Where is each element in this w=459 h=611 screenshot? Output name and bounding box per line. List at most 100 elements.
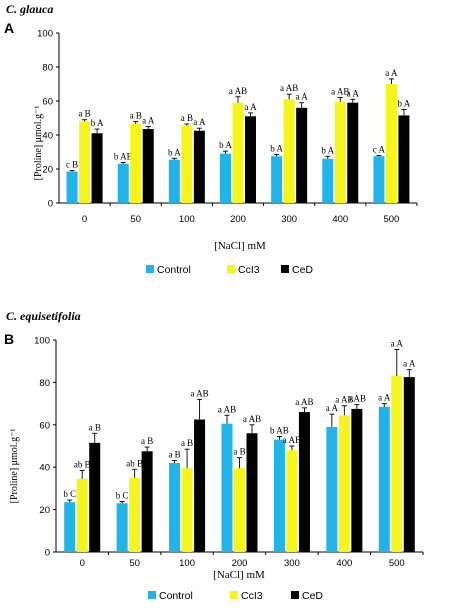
significance-label: a AB [190, 388, 208, 398]
bar-control [221, 423, 233, 552]
legend-label-control: Control [159, 590, 193, 602]
legend-swatch-ced [291, 591, 299, 599]
significance-label: a A [403, 359, 416, 369]
bar-ced [194, 419, 206, 552]
significance-label: b A [270, 144, 283, 154]
significance-label: a B [141, 436, 153, 446]
x-tick-label: 50 [129, 558, 140, 569]
bar-ced [298, 412, 310, 552]
significance-label: a A [244, 102, 257, 112]
bar-ced [142, 129, 154, 203]
x-tick-label: 500 [383, 214, 399, 225]
y-axis-label-b: [Proline] μmol.g⁻¹ [9, 429, 20, 504]
legend-label-control: Control [157, 264, 191, 276]
y-tick-label: 0 [48, 199, 53, 210]
bar-control [169, 462, 181, 552]
panel-label-a: A [4, 20, 14, 36]
bar-cci3 [286, 450, 298, 552]
significance-label: a A [326, 403, 339, 413]
x-axis-label-a: [NaCl] mM [214, 240, 266, 252]
significance-label: a B [181, 438, 193, 448]
significance-label: a B [181, 113, 193, 123]
x-tick-label: 200 [232, 558, 248, 569]
y-tick-label: 100 [37, 29, 53, 40]
bar-cci3 [129, 477, 141, 552]
x-tick-label: 400 [332, 214, 348, 225]
significance-label: a AB [283, 435, 301, 445]
bar-cci3 [181, 468, 193, 552]
y-tick-label: 60 [39, 420, 50, 431]
bar-ced [246, 433, 258, 552]
legend-label-cci3: CcI3 [241, 590, 263, 602]
bar-cci3 [391, 376, 403, 552]
significance-label: a B [168, 449, 180, 459]
legend-swatch-cci3 [230, 591, 238, 599]
significance-label: a A [347, 88, 360, 98]
x-tick-label: 300 [281, 214, 297, 225]
y-tick-label: 20 [42, 165, 53, 176]
significance-label: b C [116, 491, 129, 501]
bar-control [116, 503, 128, 552]
y-tick-label: 80 [42, 63, 53, 74]
bar-cci3 [385, 84, 397, 203]
bar-control [168, 159, 180, 203]
significance-label: a AB [348, 394, 366, 404]
significance-label: a A [142, 116, 155, 126]
bar-ced [296, 107, 308, 203]
bar-cci3 [334, 101, 346, 203]
bar-control [378, 406, 390, 552]
significance-label: a AB [218, 404, 236, 414]
x-tick-label: 300 [284, 558, 300, 569]
x-axis-label-b: [NaCl] mM [213, 569, 265, 581]
significance-label: b C [63, 489, 76, 499]
bar-control [117, 163, 129, 203]
significance-label: b A [321, 145, 334, 155]
bar-cci3 [130, 123, 142, 203]
bar-cci3 [338, 415, 350, 552]
chart-b: 0 20 40 60 80 100 0 b C ab B a B 50 b C ab B a B 100 a … [34, 336, 424, 569]
y-tick-label: 100 [34, 336, 50, 347]
bar-control [373, 156, 385, 203]
bar-ced [403, 377, 415, 552]
bar-cci3 [232, 102, 244, 203]
significance-label: a B [89, 422, 101, 432]
significance-label: a AB [229, 86, 247, 96]
significance-label: b A [219, 140, 232, 150]
panel-label-b: B [4, 331, 14, 347]
legend-swatch-ced [281, 265, 289, 273]
bar-control [273, 439, 285, 552]
bar-ced [89, 442, 101, 552]
bar-cci3 [234, 468, 245, 552]
x-tick-label: 50 [130, 214, 141, 225]
significance-label: c B [66, 160, 78, 170]
x-tick-label: 500 [389, 558, 405, 569]
significance-label: a AB [295, 397, 313, 407]
significance-label: ab B [74, 459, 91, 469]
bar-control [326, 426, 338, 552]
bar-control [271, 156, 283, 203]
x-tick-label: 0 [82, 214, 87, 225]
significance-label: a B [130, 110, 142, 120]
x-tick-label: 100 [179, 558, 195, 569]
bar-cci3 [181, 125, 193, 203]
significance-label: a AB [243, 414, 261, 424]
bar-control [66, 171, 78, 203]
significance-label: a A [378, 393, 391, 403]
legend-label-ced: CeD [302, 590, 323, 602]
significance-label: b A [398, 99, 411, 109]
significance-label: a AB [280, 83, 298, 93]
bar-ced [398, 115, 410, 203]
legend-swatch-control [148, 591, 156, 599]
x-tick-label: 100 [179, 214, 195, 225]
legend-label-cci3: CcI3 [238, 264, 260, 276]
x-tick-label: 200 [230, 214, 246, 225]
x-tick-label: 400 [336, 558, 352, 569]
y-tick-label: 0 [45, 548, 50, 559]
significance-label: b A [168, 147, 181, 157]
significance-label: a A [296, 92, 309, 102]
significance-label: a AB [335, 395, 353, 405]
significance-label: b AB [270, 425, 289, 435]
significance-label: a B [78, 109, 90, 119]
y-tick-label: 80 [39, 378, 50, 389]
